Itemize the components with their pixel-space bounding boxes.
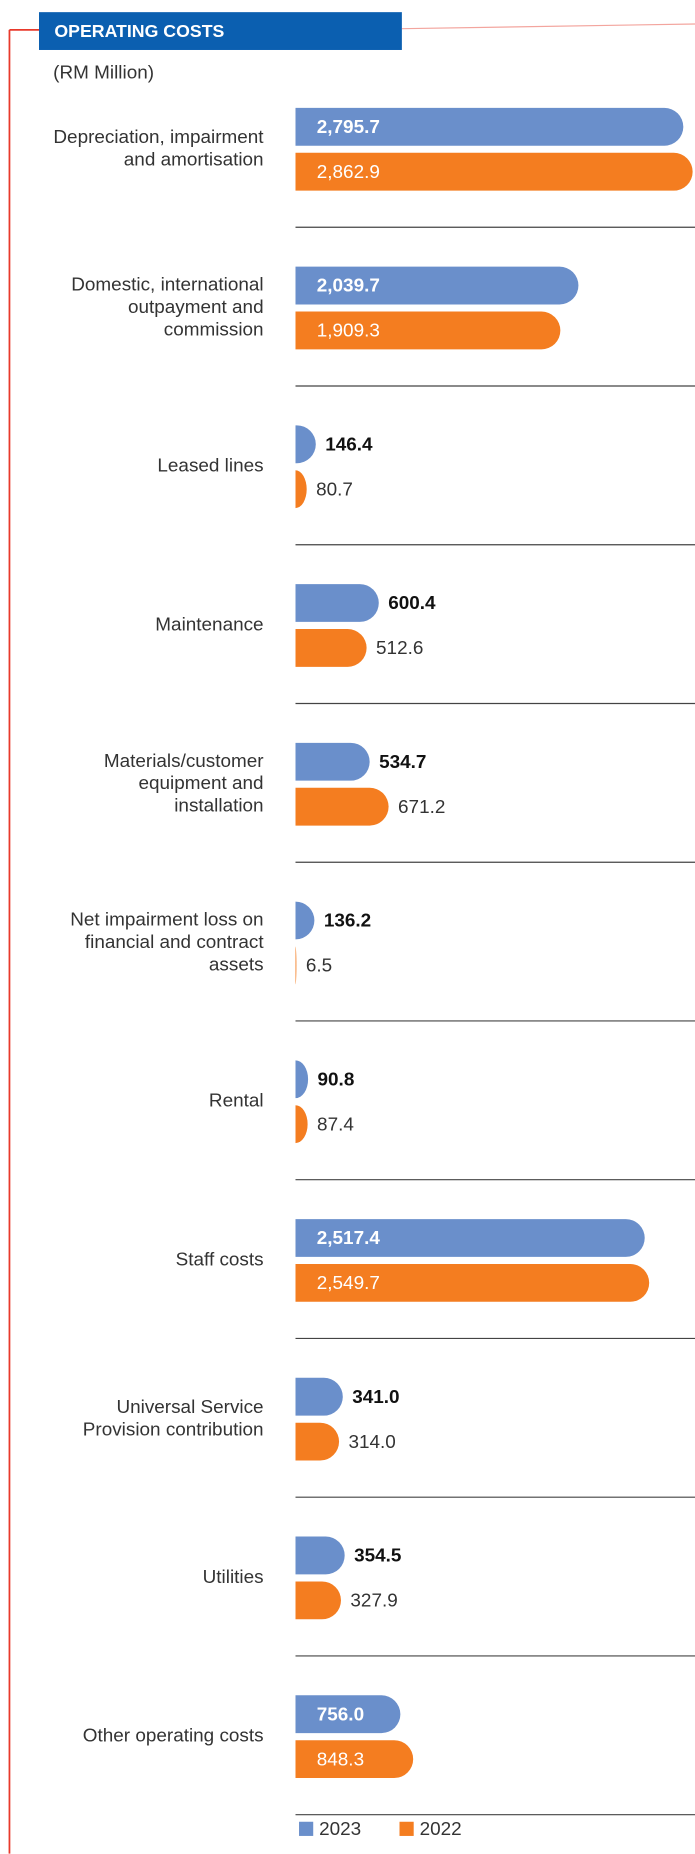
chart-title: OPERATING COSTS bbox=[54, 21, 224, 41]
value-label: 2,549.7 bbox=[317, 1273, 380, 1294]
value-label: 2,795.7 bbox=[317, 117, 380, 138]
value-label: 136.2 bbox=[324, 911, 371, 932]
subtitle: (RM Million) bbox=[53, 63, 154, 84]
bar bbox=[295, 1695, 401, 1734]
value-label: 327.9 bbox=[350, 1591, 397, 1612]
legend-swatch bbox=[399, 1821, 414, 1836]
bar bbox=[295, 901, 315, 940]
value-label: 848.3 bbox=[317, 1749, 364, 1770]
frame-line bbox=[401, 23, 695, 30]
bar bbox=[295, 742, 370, 781]
legend-swatch bbox=[299, 1821, 314, 1836]
category-line: Leased lines bbox=[157, 456, 263, 477]
value-label: 671.2 bbox=[398, 797, 445, 818]
category-line: installation bbox=[174, 796, 263, 817]
category-label: Maintenance bbox=[155, 614, 263, 635]
value-label: 87.4 bbox=[317, 1114, 354, 1135]
bar bbox=[295, 266, 579, 305]
title-box bbox=[39, 12, 402, 50]
bar bbox=[295, 1536, 345, 1575]
bar bbox=[295, 311, 561, 350]
bar bbox=[295, 470, 307, 509]
bar bbox=[295, 152, 693, 191]
category-label: Depreciation, impairment and amortisation bbox=[53, 127, 264, 170]
category-line: Maintenance bbox=[155, 614, 263, 635]
bar bbox=[295, 1263, 650, 1302]
value-label: 534.7 bbox=[379, 752, 426, 773]
category-line: equipment and bbox=[138, 773, 263, 794]
value-label: 354.5 bbox=[354, 1546, 401, 1567]
category-line: Depreciation, impairment bbox=[53, 127, 264, 148]
category-line: outpayment and bbox=[128, 297, 264, 318]
value-label: 90.8 bbox=[318, 1069, 355, 1090]
value-label: 2,517.4 bbox=[317, 1228, 381, 1249]
category-label: Other operating costs bbox=[83, 1726, 264, 1747]
legend-label: 2022 bbox=[420, 1819, 462, 1840]
value-label: 341.0 bbox=[352, 1387, 399, 1408]
category-line: and amortisation bbox=[124, 149, 264, 170]
category-line: commission bbox=[164, 319, 264, 340]
bar bbox=[295, 1377, 343, 1416]
value-label: 80.7 bbox=[316, 479, 353, 500]
category-label: Materials/customer equipment and installat… bbox=[104, 751, 264, 817]
category-label: Rental bbox=[209, 1091, 264, 1112]
value-label: 314.0 bbox=[349, 1432, 396, 1453]
bar bbox=[295, 1422, 340, 1461]
value-label: 2,862.9 bbox=[317, 162, 380, 183]
category-line: Universal Service bbox=[116, 1397, 263, 1418]
category-line: Materials/customer bbox=[104, 751, 264, 772]
bar bbox=[295, 1740, 414, 1779]
value-label: 756.0 bbox=[317, 1704, 364, 1725]
bar bbox=[295, 1105, 308, 1144]
category-label: Leased lines bbox=[157, 456, 263, 477]
bar bbox=[295, 1581, 341, 1620]
bar bbox=[295, 425, 316, 464]
category-label: Utilities bbox=[203, 1567, 264, 1588]
category-label: Staff costs bbox=[176, 1249, 264, 1270]
legend-label: 2023 bbox=[319, 1819, 361, 1840]
value-label: 600.4 bbox=[388, 593, 436, 614]
category-label: Universal Service Provision contribution bbox=[83, 1397, 264, 1440]
bar bbox=[295, 1060, 309, 1099]
value-label: 512.6 bbox=[376, 638, 423, 659]
bar bbox=[295, 946, 297, 985]
category-line: Provision contribution bbox=[83, 1419, 264, 1440]
category-line: Staff costs bbox=[176, 1249, 264, 1270]
category-line: Domestic, international bbox=[71, 275, 263, 296]
bar bbox=[295, 629, 367, 667]
bar bbox=[295, 107, 684, 146]
value-label: 146.4 bbox=[325, 434, 373, 455]
value-label: 6.5 bbox=[306, 956, 332, 977]
category-line: assets bbox=[209, 954, 264, 975]
category-line: Rental bbox=[209, 1091, 264, 1112]
bar bbox=[295, 787, 389, 826]
bar bbox=[295, 584, 379, 622]
category-line: Other operating costs bbox=[83, 1726, 264, 1747]
category-line: financial and contract bbox=[85, 932, 264, 953]
category-line: Utilities bbox=[203, 1567, 264, 1588]
category-line: Net impairment loss on bbox=[70, 909, 263, 930]
category-label: Domestic, international outpayment and com… bbox=[71, 275, 263, 341]
value-label: 1,909.3 bbox=[317, 321, 380, 342]
bar bbox=[295, 1219, 645, 1257]
value-label: 2,039.7 bbox=[317, 276, 380, 297]
category-label: Net impairment loss on financial and cont… bbox=[70, 909, 264, 975]
